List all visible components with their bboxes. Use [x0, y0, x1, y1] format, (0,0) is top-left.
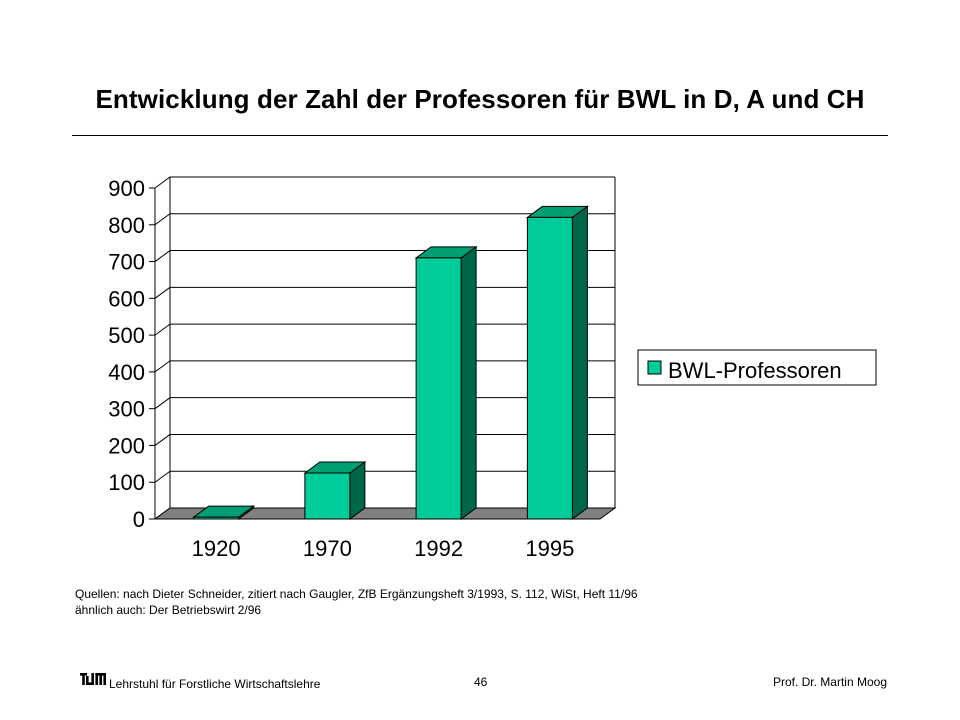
x-tick-label: 1970 — [303, 536, 352, 561]
x-tick-label: 1920 — [192, 536, 241, 561]
y-tick-label: 300 — [108, 397, 145, 422]
y-tick-label: 900 — [108, 176, 145, 201]
side-wall-gridline — [154, 470, 171, 483]
side-wall-gridline — [154, 213, 171, 226]
chart-legend: BWL-Professoren — [637, 349, 877, 386]
title-divider — [72, 135, 888, 136]
source-line-1: Quellen: nach Dieter Schneider, zitiert … — [75, 587, 638, 601]
side-wall-gridline — [154, 250, 171, 262]
y-tick-label: 200 — [108, 433, 145, 458]
bar-1992 — [414, 245, 478, 520]
x-tick-label: 1995 — [525, 536, 574, 561]
y-tick-label: 400 — [108, 360, 145, 385]
bar-front — [415, 257, 462, 520]
side-wall-gridline — [154, 397, 171, 410]
chart-axes: 0 100 200 300 400 500 600 700 800 900 1920 1970 1992… — [108, 176, 574, 561]
legend-swatch — [647, 360, 662, 375]
y-tick-label: 800 — [108, 213, 145, 238]
bar-chart: 0 100 200 300 400 500 600 700 800 900 1920 1970 1992… — [108, 176, 877, 561]
footer-institution: Lehrstuhl für Forstliche Wirtschaftslehr… — [109, 677, 321, 691]
legend-box — [637, 349, 877, 386]
y-tick-label: 700 — [108, 250, 145, 275]
bar-1995 — [525, 205, 589, 520]
y-tick-label: 100 — [108, 470, 145, 495]
bar-front — [304, 472, 351, 520]
bar-1970 — [303, 461, 367, 520]
side-wall-gridline — [154, 434, 171, 446]
legend-label: BWL-Professoren — [668, 358, 842, 383]
bar-front — [193, 516, 240, 520]
source-note: Quellen: nach Dieter Schneider, zitiert … — [75, 586, 638, 618]
x-tick-label: 1992 — [414, 536, 463, 561]
bar-side — [460, 245, 477, 520]
bar-front — [526, 216, 573, 520]
side-wall-gridline — [154, 323, 171, 336]
source-line-2: ähnlich auch: Der Betriebswirt 2/96 — [75, 603, 262, 617]
bar-1920 — [192, 505, 256, 520]
y-tick-label: 600 — [108, 286, 145, 311]
side-wall-gridline — [154, 286, 171, 299]
chart-bars — [192, 205, 589, 520]
side-wall-gridline — [154, 176, 171, 189]
y-tick-label: 0 — [133, 507, 145, 532]
page-number: 46 — [474, 675, 488, 689]
slide-title: Entwicklung der Zahl der Professoren für… — [95, 84, 865, 114]
y-tick-label: 500 — [108, 323, 145, 348]
side-wall-gridline — [154, 360, 171, 373]
tum-logo-icon — [80, 673, 106, 685]
footer-author: Prof. Dr. Martin Moog — [772, 675, 887, 689]
bar-side — [571, 205, 588, 520]
